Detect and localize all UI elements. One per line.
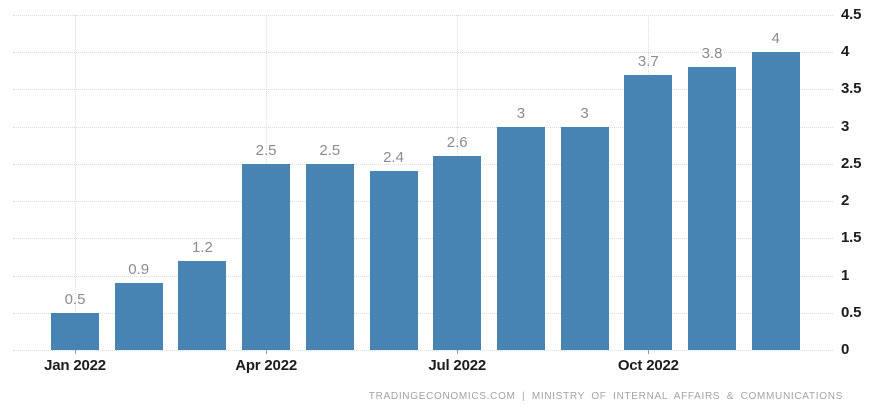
bar-value-label: 4	[771, 30, 780, 48]
y-axis-tick-label: 1.5	[841, 229, 862, 247]
bar-value-label: 1.2	[191, 238, 213, 256]
bar-value-label: 2.5	[319, 141, 341, 159]
x-axis-tick-label: Jul 2022	[428, 357, 486, 374]
bar-value-label: 3	[516, 104, 526, 122]
bar-value-label: 2.5	[255, 141, 277, 159]
x-axis-tick-label: Apr 2022	[235, 357, 297, 374]
y-axis-tick-label: 0.5	[841, 303, 862, 321]
bar	[688, 67, 736, 350]
bar	[242, 163, 291, 350]
gridline-horizontal	[13, 126, 833, 128]
y-axis-tick-label: 4	[841, 43, 850, 61]
y-axis-tick-label: 2	[841, 192, 850, 210]
y-axis-tick-label: 2.5	[841, 154, 862, 172]
bar	[369, 171, 418, 350]
y-axis-tick-label: 3.5	[841, 80, 862, 98]
bar-value-label: 2.4	[383, 149, 404, 167]
bar-value-label: 0.9	[128, 261, 150, 278]
bar	[305, 163, 354, 350]
gridline-horizontal	[13, 15, 833, 16]
bar-value-label: 3.7	[637, 52, 659, 70]
x-axis-tick-mark	[648, 350, 650, 354]
x-axis-tick-mark	[75, 350, 76, 354]
x-axis-tick-mark	[457, 350, 459, 354]
gridline-vertical	[75, 15, 76, 350]
gridline-horizontal	[13, 89, 833, 91]
x-axis-tick-label: Oct 2022	[617, 357, 679, 374]
bar	[178, 260, 227, 350]
bar-value-label: 3	[580, 104, 589, 122]
bar	[624, 74, 673, 350]
bar-value-label: 0.5	[64, 290, 86, 308]
x-axis-tick-label: Jan 2022	[44, 357, 106, 374]
bar	[560, 126, 609, 350]
bar	[496, 126, 545, 350]
gridline-horizontal	[13, 238, 833, 240]
y-axis-tick-label: 0	[841, 341, 850, 358]
x-axis-tick-mark	[266, 350, 268, 354]
bar-value-label: 2.6	[446, 134, 468, 152]
bar	[51, 312, 99, 350]
y-axis-tick-label: 4.5	[841, 6, 862, 23]
bar	[114, 283, 163, 350]
gridline-horizontal	[13, 312, 833, 314]
bar-value-label: 3.8	[701, 45, 723, 63]
y-axis-tick-label: 1	[841, 266, 850, 284]
gridline-horizontal	[13, 52, 833, 54]
y-axis-tick-label: 3	[841, 117, 850, 135]
bar	[433, 156, 482, 350]
bar	[751, 52, 800, 350]
gridline-horizontal	[13, 201, 833, 203]
attribution-text: TRADINGECONOMICS.COM | MINISTRY OF INTER…	[368, 391, 843, 402]
gridline-horizontal	[13, 275, 833, 277]
gridline-horizontal	[13, 163, 833, 165]
gridline-horizontal	[13, 350, 833, 351]
